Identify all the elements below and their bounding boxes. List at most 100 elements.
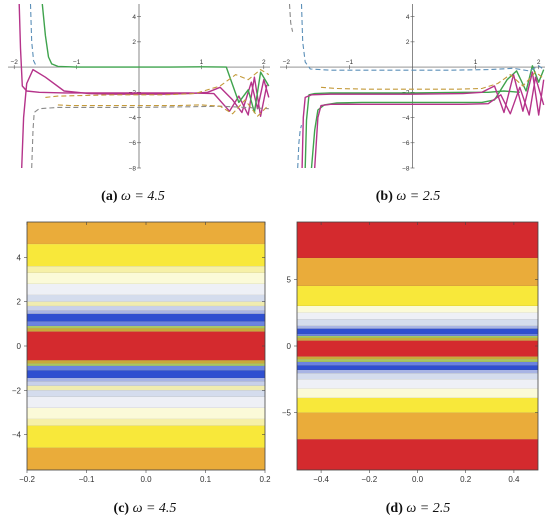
contour-band xyxy=(297,359,538,362)
contour-band xyxy=(27,363,265,366)
y-tick-label: 2 xyxy=(132,39,136,46)
series-group xyxy=(18,4,270,168)
contour-band xyxy=(297,222,538,258)
series-line xyxy=(310,65,545,168)
contour-band xyxy=(297,306,538,313)
x-tick-label: −0.1 xyxy=(79,475,95,484)
x-tick-label: −0.2 xyxy=(361,475,377,484)
x-tick-label: −1 xyxy=(73,59,81,66)
contour-band xyxy=(297,439,538,470)
series-group xyxy=(288,4,545,168)
caption-b: (b) ω = 2.5 xyxy=(376,189,440,204)
contour-band xyxy=(27,360,265,364)
contour-band xyxy=(27,306,265,311)
y-tick-label: 5 xyxy=(287,275,292,284)
contour-band xyxy=(297,319,538,326)
contour-band xyxy=(27,396,265,408)
series-line xyxy=(31,105,269,168)
y-tick-label: −5 xyxy=(282,409,292,418)
y-tick-label: 0 xyxy=(17,342,22,351)
contour-band xyxy=(27,266,265,273)
y-tick-label: −4 xyxy=(402,115,410,122)
contour-band xyxy=(297,379,538,389)
series-line xyxy=(41,4,270,114)
series-line xyxy=(304,90,520,168)
series-line xyxy=(21,68,270,168)
contour-band xyxy=(27,390,265,397)
x-tick-label: −1 xyxy=(346,59,354,66)
contour-band xyxy=(27,425,265,448)
x-tick-label: −2 xyxy=(283,59,291,66)
contour-band xyxy=(297,356,538,360)
series-line xyxy=(18,4,268,118)
contour-band xyxy=(27,378,265,382)
series-line xyxy=(314,76,545,168)
y-tick-label: −4 xyxy=(12,431,22,440)
series-line xyxy=(320,71,545,90)
contour-band xyxy=(297,412,538,440)
y-tick-label: −6 xyxy=(402,140,410,147)
y-tick-label: −2 xyxy=(12,386,22,395)
contour-band xyxy=(27,295,265,302)
contour-band xyxy=(297,388,538,398)
contour-band xyxy=(27,272,265,284)
contour-band xyxy=(27,381,265,386)
contour-band xyxy=(297,398,538,413)
y-tick-label: 4 xyxy=(132,14,136,21)
contour-band xyxy=(297,286,538,306)
contour-band xyxy=(297,258,538,286)
series-line xyxy=(45,69,270,98)
contour-band xyxy=(297,326,538,329)
series-line xyxy=(288,4,294,32)
contour-band xyxy=(297,336,538,338)
series-line xyxy=(301,71,545,168)
contour-band xyxy=(27,326,265,329)
x-tick-label: 0.4 xyxy=(508,475,520,484)
contour-band xyxy=(27,284,265,296)
x-tick-label: 1 xyxy=(200,59,204,66)
contour-band xyxy=(27,419,265,426)
y-tick-label: −4 xyxy=(129,115,137,122)
contour-band xyxy=(297,334,538,336)
y-tick-label: 4 xyxy=(17,253,22,262)
contour-band xyxy=(27,310,265,314)
contour-band xyxy=(27,244,265,267)
y-tick-label: 4 xyxy=(406,14,410,21)
caption-d: (d) ω = 2.5 xyxy=(386,501,450,516)
caption-c: (c) ω = 4.5 xyxy=(114,501,177,516)
x-tick-label: 0.2 xyxy=(460,475,472,484)
x-tick-label: −0.4 xyxy=(313,475,329,484)
y-tick-label: 2 xyxy=(406,39,410,46)
series-line xyxy=(300,4,545,72)
contour-band xyxy=(27,321,265,327)
x-tick-label: 0.0 xyxy=(412,475,424,484)
contour-band xyxy=(27,222,265,245)
x-tick-label: 1 xyxy=(474,59,478,66)
x-tick-label: 2 xyxy=(262,59,266,66)
series-line xyxy=(57,99,270,117)
contour-band xyxy=(27,408,265,420)
contour-band xyxy=(297,373,538,380)
contour-band xyxy=(297,340,538,357)
caption-a: (a) ω = 4.5 xyxy=(101,189,165,204)
panel-c-heatmap: −0.2 −0.1 0.0 0.1 0.2 4 2 0 −2 −4 xyxy=(12,221,271,484)
y-tick-label: −6 xyxy=(129,140,137,147)
x-tick-label: 0.0 xyxy=(140,475,152,484)
contour-band xyxy=(27,328,265,332)
contour-band xyxy=(297,338,538,341)
y-tick-label: 2 xyxy=(17,298,22,307)
panel-d-heatmap: −0.4 −0.2 0.0 0.2 0.4 5 0 −5 xyxy=(282,221,539,484)
x-tick-label: 0.1 xyxy=(200,475,212,484)
x-tick-label: −2 xyxy=(11,59,19,66)
contour-band xyxy=(27,447,265,470)
contour-band xyxy=(27,365,265,371)
contour-band xyxy=(27,370,265,379)
contour-band xyxy=(27,385,265,391)
contour-band xyxy=(297,312,538,320)
y-tick-label: −8 xyxy=(402,165,410,172)
contour-band xyxy=(27,301,265,307)
contour-band xyxy=(297,365,538,370)
x-tick-label: −0.2 xyxy=(19,475,35,484)
contour-band xyxy=(297,362,538,366)
